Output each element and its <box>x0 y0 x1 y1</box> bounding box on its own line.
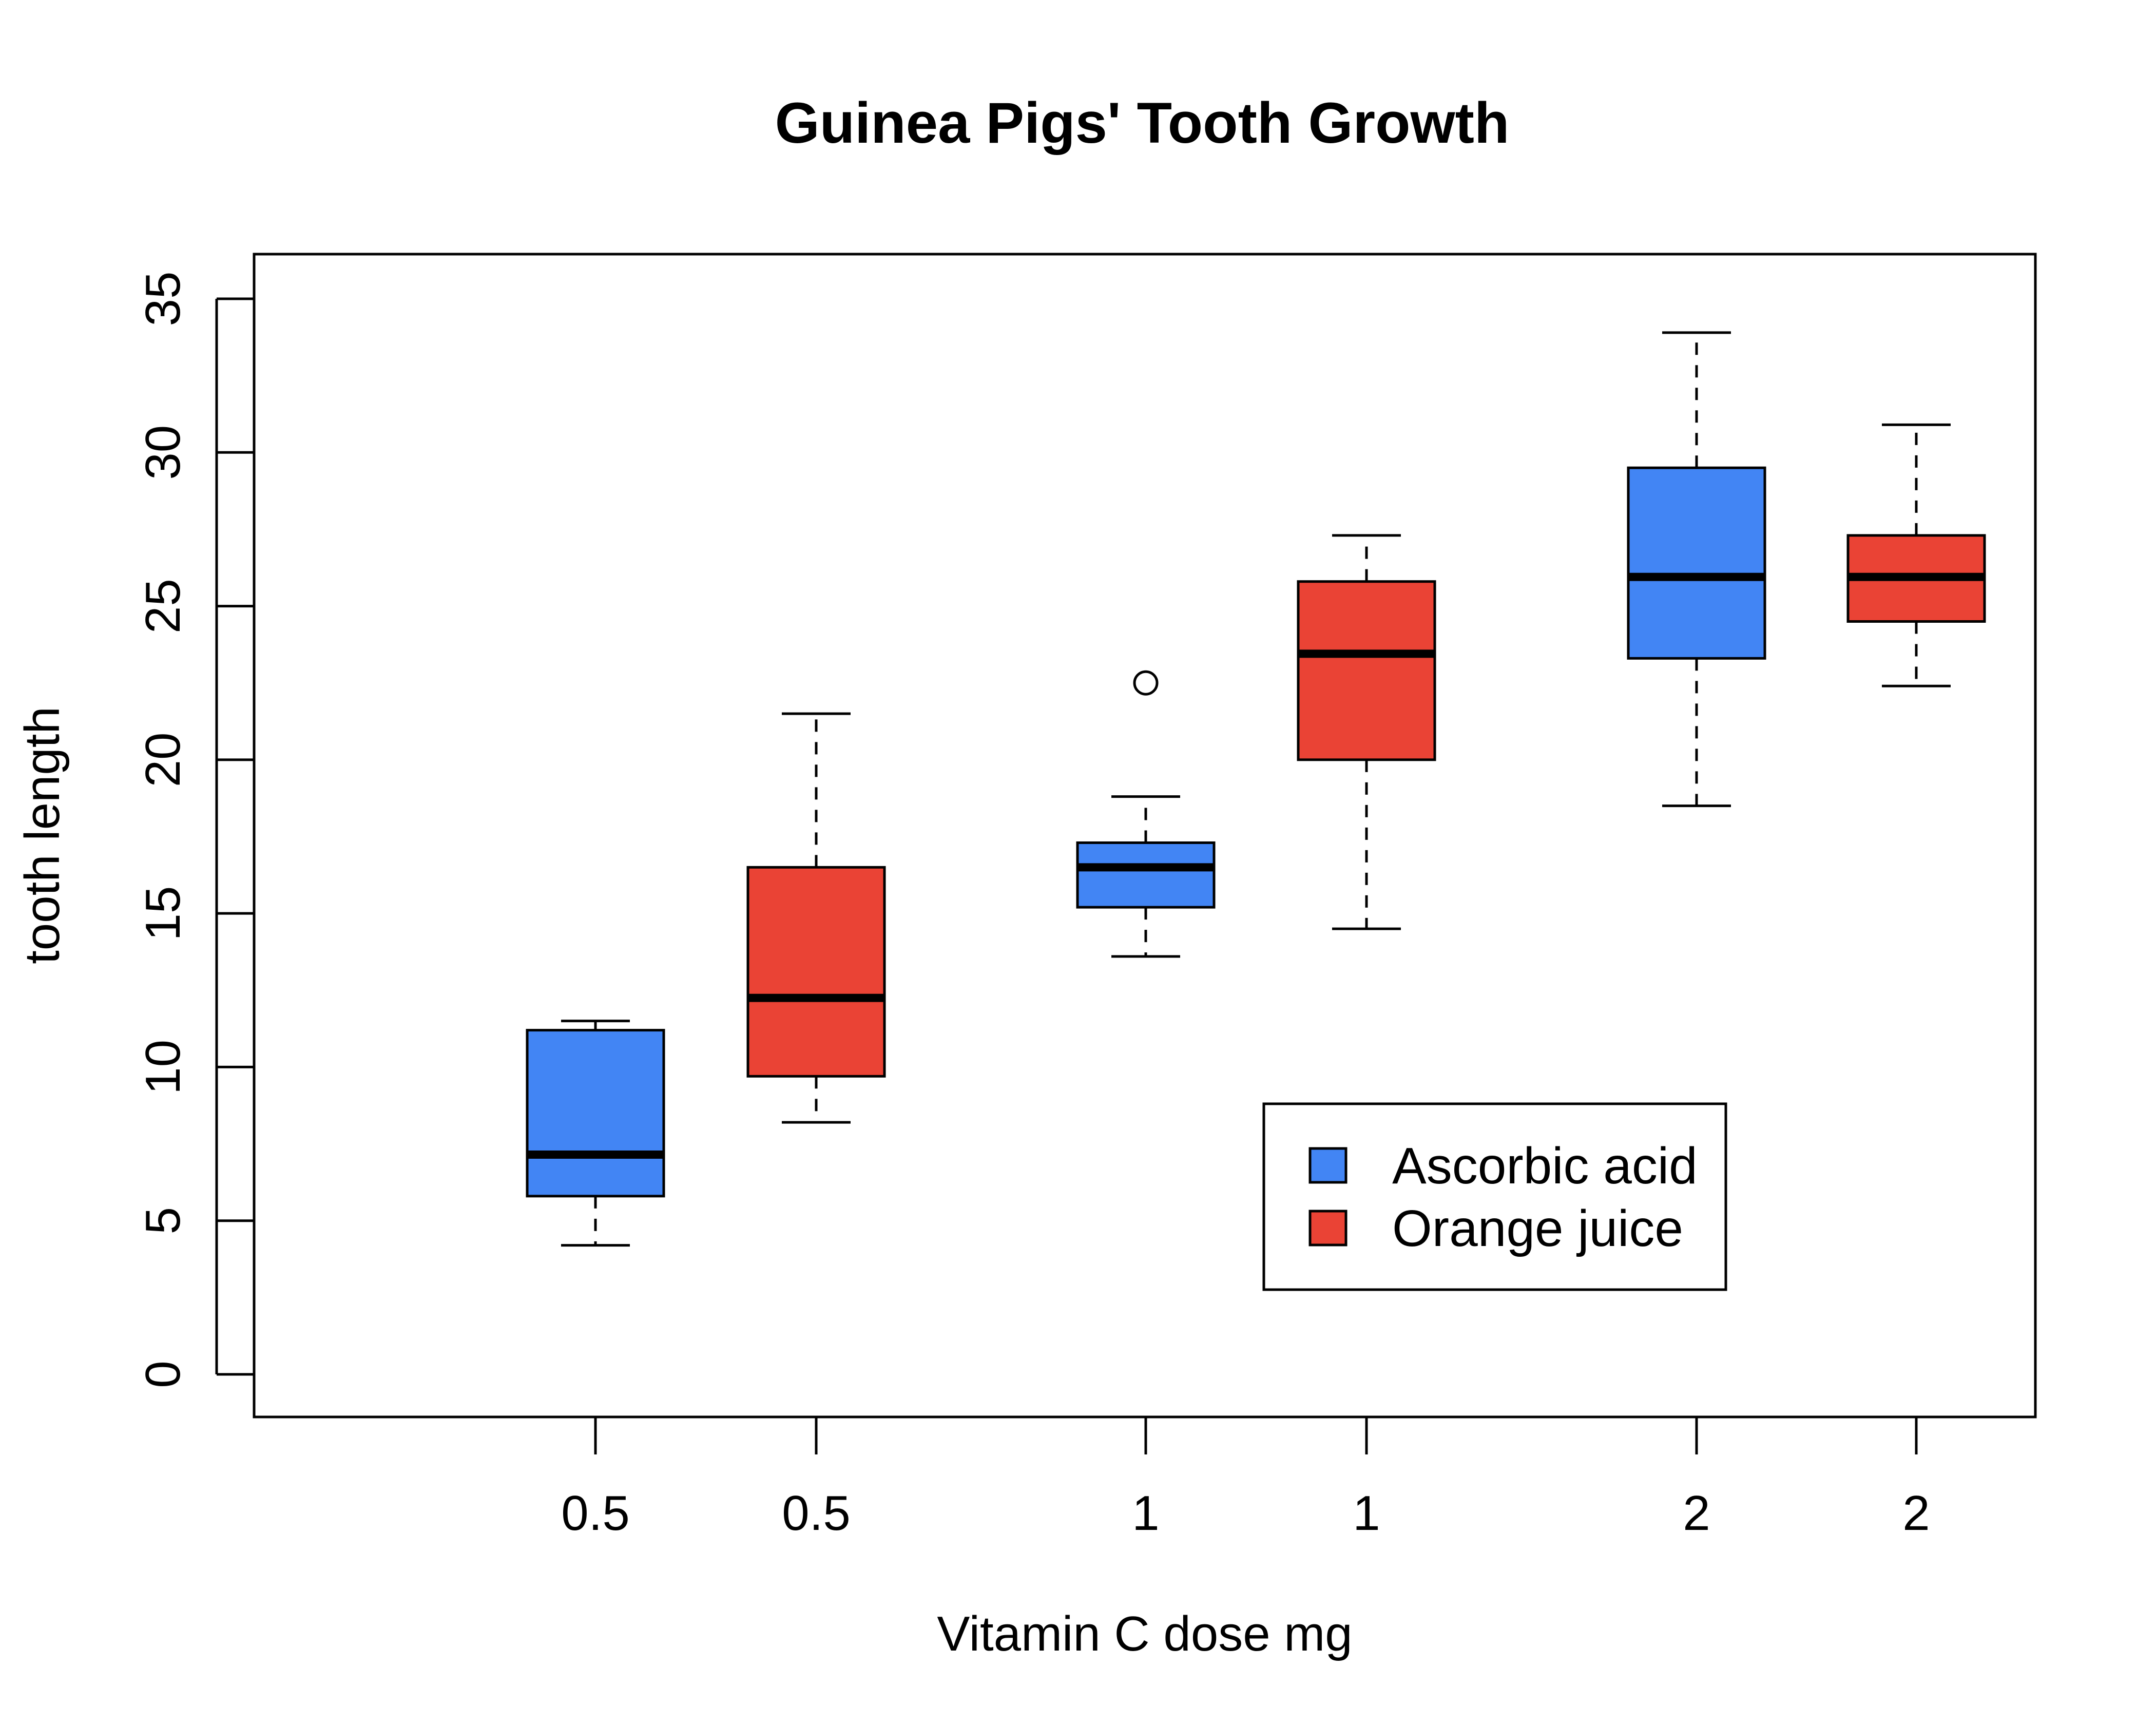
y-tick-label: 30 <box>136 425 190 480</box>
legend-item: Ascorbic acid <box>1308 1137 1698 1195</box>
y-tick-label: 20 <box>136 732 190 787</box>
legend-swatch <box>1308 1147 1348 1184</box>
legend-frame <box>1262 1102 1727 1291</box>
y-tick-label: 35 <box>136 272 190 327</box>
y-tick-label: 5 <box>136 1207 190 1234</box>
chart-title: Guinea Pigs' Tooth Growth <box>775 91 1510 155</box>
legend-label: Ascorbic acid <box>1392 1137 1698 1195</box>
box-2 <box>1076 670 1216 958</box>
x-tick-label: 1 <box>1132 1486 1159 1541</box>
y-tick-label: 0 <box>136 1360 190 1388</box>
legend-label: Orange juice <box>1392 1200 1683 1257</box>
box-1 <box>746 712 886 1124</box>
x-axis: 0.5 0.5 1 1 2 2 <box>561 1415 1930 1541</box>
iqr-box <box>1627 466 1766 660</box>
box-4 <box>1627 331 1766 808</box>
box-0 <box>526 1020 665 1247</box>
legend-swatch <box>1308 1210 1348 1247</box>
y-tick-label: 25 <box>136 579 190 634</box>
outlier-point <box>1133 670 1159 696</box>
x-axis-label: Vitamin C dose mg <box>937 1606 1352 1661</box>
iqr-box <box>1076 841 1216 909</box>
box-5 <box>1846 423 1986 687</box>
legend-item: Orange juice <box>1308 1200 1683 1257</box>
boxes-group <box>526 331 1986 1247</box>
y-tick-label: 15 <box>136 886 190 941</box>
x-tick-label: 1 <box>1353 1486 1380 1541</box>
iqr-box <box>1297 580 1436 761</box>
y-axis-label: tooth length <box>15 706 70 964</box>
box-3 <box>1297 534 1436 930</box>
iqr-box <box>526 1029 665 1198</box>
x-tick-label: 0.5 <box>561 1486 629 1541</box>
x-tick-label: 2 <box>1683 1486 1710 1541</box>
y-axis: 0 5 10 15 20 25 30 35 <box>136 272 254 1388</box>
y-tick-label: 10 <box>136 1040 190 1095</box>
iqr-box <box>746 866 886 1078</box>
x-tick-label: 0.5 <box>782 1486 850 1541</box>
x-tick-label: 2 <box>1902 1486 1930 1541</box>
